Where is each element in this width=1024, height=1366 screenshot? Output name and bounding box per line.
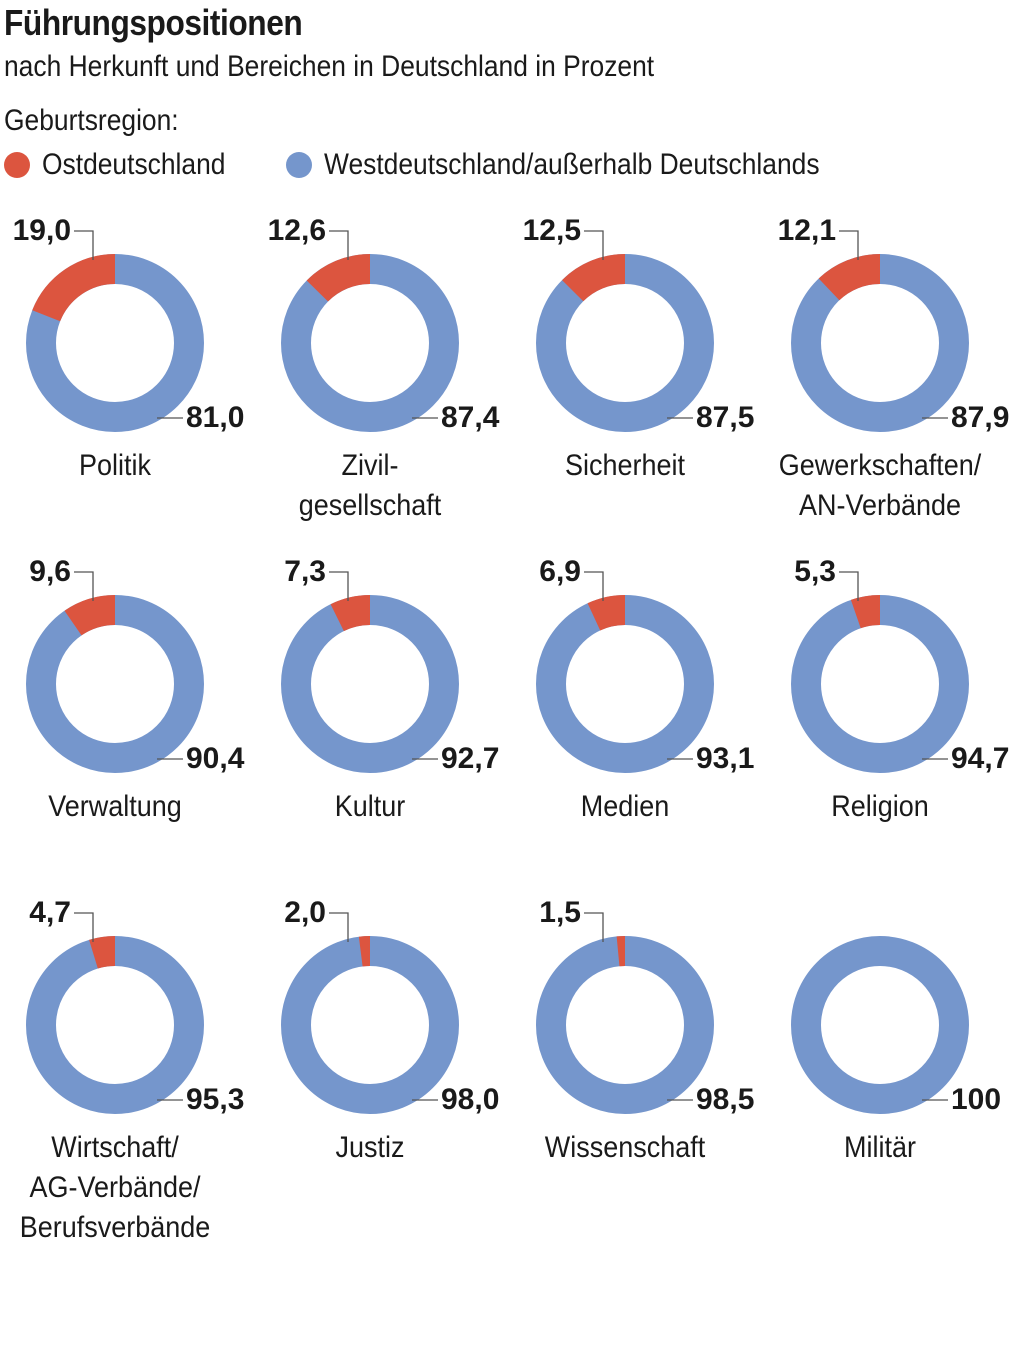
chart-9-west-arc [281, 936, 459, 1114]
chart-9-ost-leader [329, 912, 349, 942]
chart-11-west-arc [791, 936, 969, 1114]
chart-title: Führungspositionen [4, 2, 303, 43]
chart-6-ost-label: 6,9 [539, 555, 581, 588]
chart-8-west-label: 95,3 [186, 1083, 244, 1116]
chart-9-ost-arc [358, 935, 371, 967]
chart-3-ost-arc [818, 254, 881, 301]
chart-3-ost-leader [839, 230, 859, 260]
legend-swatch-ost [4, 152, 30, 178]
chart-5-west-label: 92,7 [441, 742, 499, 775]
chart-0-ost-leader [74, 230, 94, 260]
chart-8-ost-leader [74, 912, 94, 942]
chart-5-ost-leader [329, 571, 349, 601]
chart-3-category-label: AN-Verbände [799, 489, 961, 523]
legend-item-ost: Ostdeutschland [4, 148, 250, 182]
chart-1-west-label: 87,4 [441, 401, 500, 434]
chart-4-ost-arc [64, 595, 116, 636]
chart-1-ost-label: 12,6 [268, 214, 326, 247]
chart-2-west-label: 87,5 [696, 401, 754, 434]
chart-10-ost-leader [584, 912, 604, 942]
legend-label-ost: Ostdeutschland [42, 148, 226, 181]
chart-0-ost-arc [32, 254, 116, 322]
chart-8-category-label: AG-Verbände/ [30, 1171, 201, 1205]
chart-2-category-label: Sicherheit [565, 449, 685, 483]
chart-8-ost-arc [89, 935, 116, 969]
chart-4-ost-label: 9,6 [29, 555, 71, 588]
chart-2-ost-leader [584, 230, 604, 260]
chart-8-ost-label: 4,7 [29, 896, 71, 929]
chart-9-west-label: 98,0 [441, 1083, 499, 1116]
chart-8-west-arc [26, 936, 204, 1114]
chart-5-west-arc [281, 595, 459, 773]
chart-4-west-label: 90,4 [186, 742, 245, 775]
chart-3-west-arc [791, 254, 969, 432]
chart-9-ost-label: 2,0 [284, 896, 326, 929]
chart-5-ost-label: 7,3 [284, 555, 326, 588]
chart-0-category-label: Politik [79, 449, 152, 483]
chart-4-ost-leader [74, 571, 94, 601]
chart-10-west-arc [536, 936, 714, 1114]
chart-5-ost-arc [330, 595, 371, 632]
chart-4-west-arc [26, 595, 204, 773]
chart-3-category-label: Gewerkschaften/ [779, 449, 981, 483]
legend-label-west: Westdeutschland/außerhalb Deutschlands [324, 148, 820, 181]
chart-1-ost-arc [306, 254, 371, 302]
legend-swatch-west [286, 152, 312, 178]
chart-6-ost-leader [584, 571, 604, 601]
chart-8-category-label: Wirtschaft/ [51, 1131, 178, 1165]
chart-10-west-label: 98,5 [696, 1083, 754, 1116]
chart-9-category-label: Justiz [336, 1131, 405, 1165]
chart-1-ost-leader [329, 230, 349, 260]
chart-subtitle: nach Herkunft und Bereichen in Deutschla… [4, 50, 655, 83]
chart-7-west-label: 94,7 [951, 742, 1009, 775]
chart-2-ost-arc [562, 254, 626, 302]
chart-7-west-arc [791, 595, 969, 773]
chart-11-west-label: 100 [951, 1083, 1001, 1116]
chart-10-ost-label: 1,5 [539, 896, 581, 929]
chart-6-west-label: 93,1 [696, 742, 754, 775]
chart-11-category-label: Militär [844, 1131, 916, 1165]
chart-7-ost-leader [839, 571, 859, 601]
chart-6-west-arc [536, 595, 714, 773]
chart-5-category-label: Kultur [335, 790, 406, 824]
chart-6-ost-arc [587, 595, 626, 631]
chart-6-category-label: Medien [581, 790, 669, 824]
chart-7-ost-label: 5,3 [794, 555, 836, 588]
chart-10-category-label: Wissenschaft [545, 1131, 705, 1165]
legend-item-west: Westdeutschland/außerhalb Deutschlands [286, 148, 887, 182]
chart-8-category-label: Berufsverbände [20, 1211, 210, 1245]
chart-4-category-label: Verwaltung [48, 790, 181, 824]
chart-1-category-label: gesellschaft [299, 489, 442, 523]
legend-title: Geburtsregion: [4, 104, 179, 137]
chart-7-category-label: Religion [831, 790, 928, 824]
chart-0-ost-label: 19,0 [13, 214, 71, 247]
chart-7-ost-arc [850, 595, 881, 629]
chart-3-west-label: 87,9 [951, 401, 1009, 434]
chart-2-ost-label: 12,5 [523, 214, 581, 247]
chart-1-category-label: Zivil- [342, 449, 399, 483]
chart-0-west-label: 81,0 [186, 401, 244, 434]
chart-3-ost-label: 12,1 [778, 214, 836, 247]
